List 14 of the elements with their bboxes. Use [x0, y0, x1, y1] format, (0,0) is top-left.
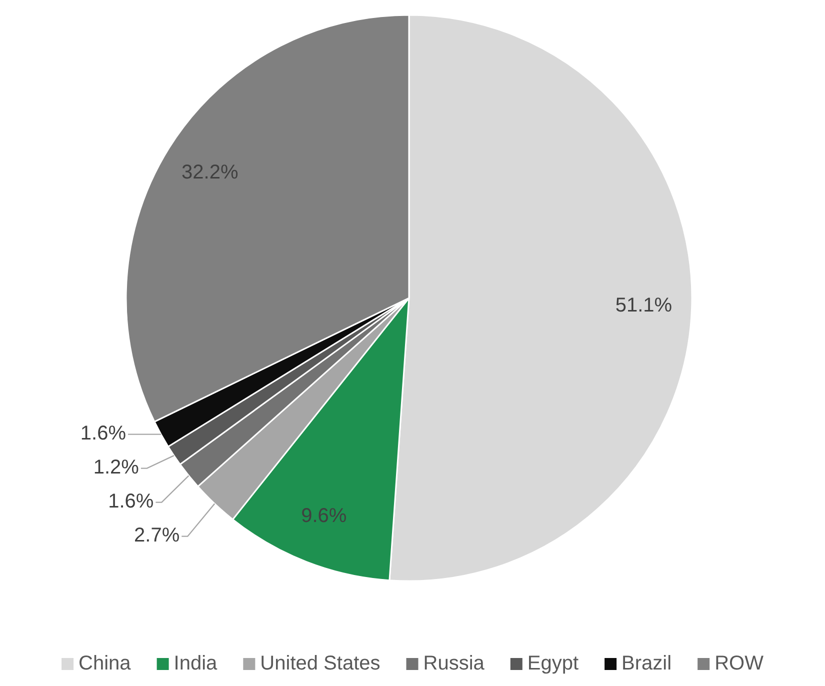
legend-label: ROW — [714, 652, 764, 674]
legend-label: China — [78, 652, 132, 674]
legend-label: United States — [260, 652, 380, 674]
legend-label: India — [174, 652, 218, 674]
legend-label: Brazil — [622, 652, 672, 674]
data-label: 1.6% — [80, 422, 126, 445]
data-label: 1.6% — [108, 490, 154, 513]
legend-label: Russia — [423, 652, 486, 674]
data-label: 1.2% — [93, 456, 140, 479]
data-label: 51.1% — [615, 294, 672, 316]
data-label: 9.6% — [301, 505, 347, 528]
data-label: 32.2% — [182, 162, 238, 184]
data-label: 2.7% — [134, 524, 180, 547]
legend-label: Egypt — [527, 652, 579, 674]
